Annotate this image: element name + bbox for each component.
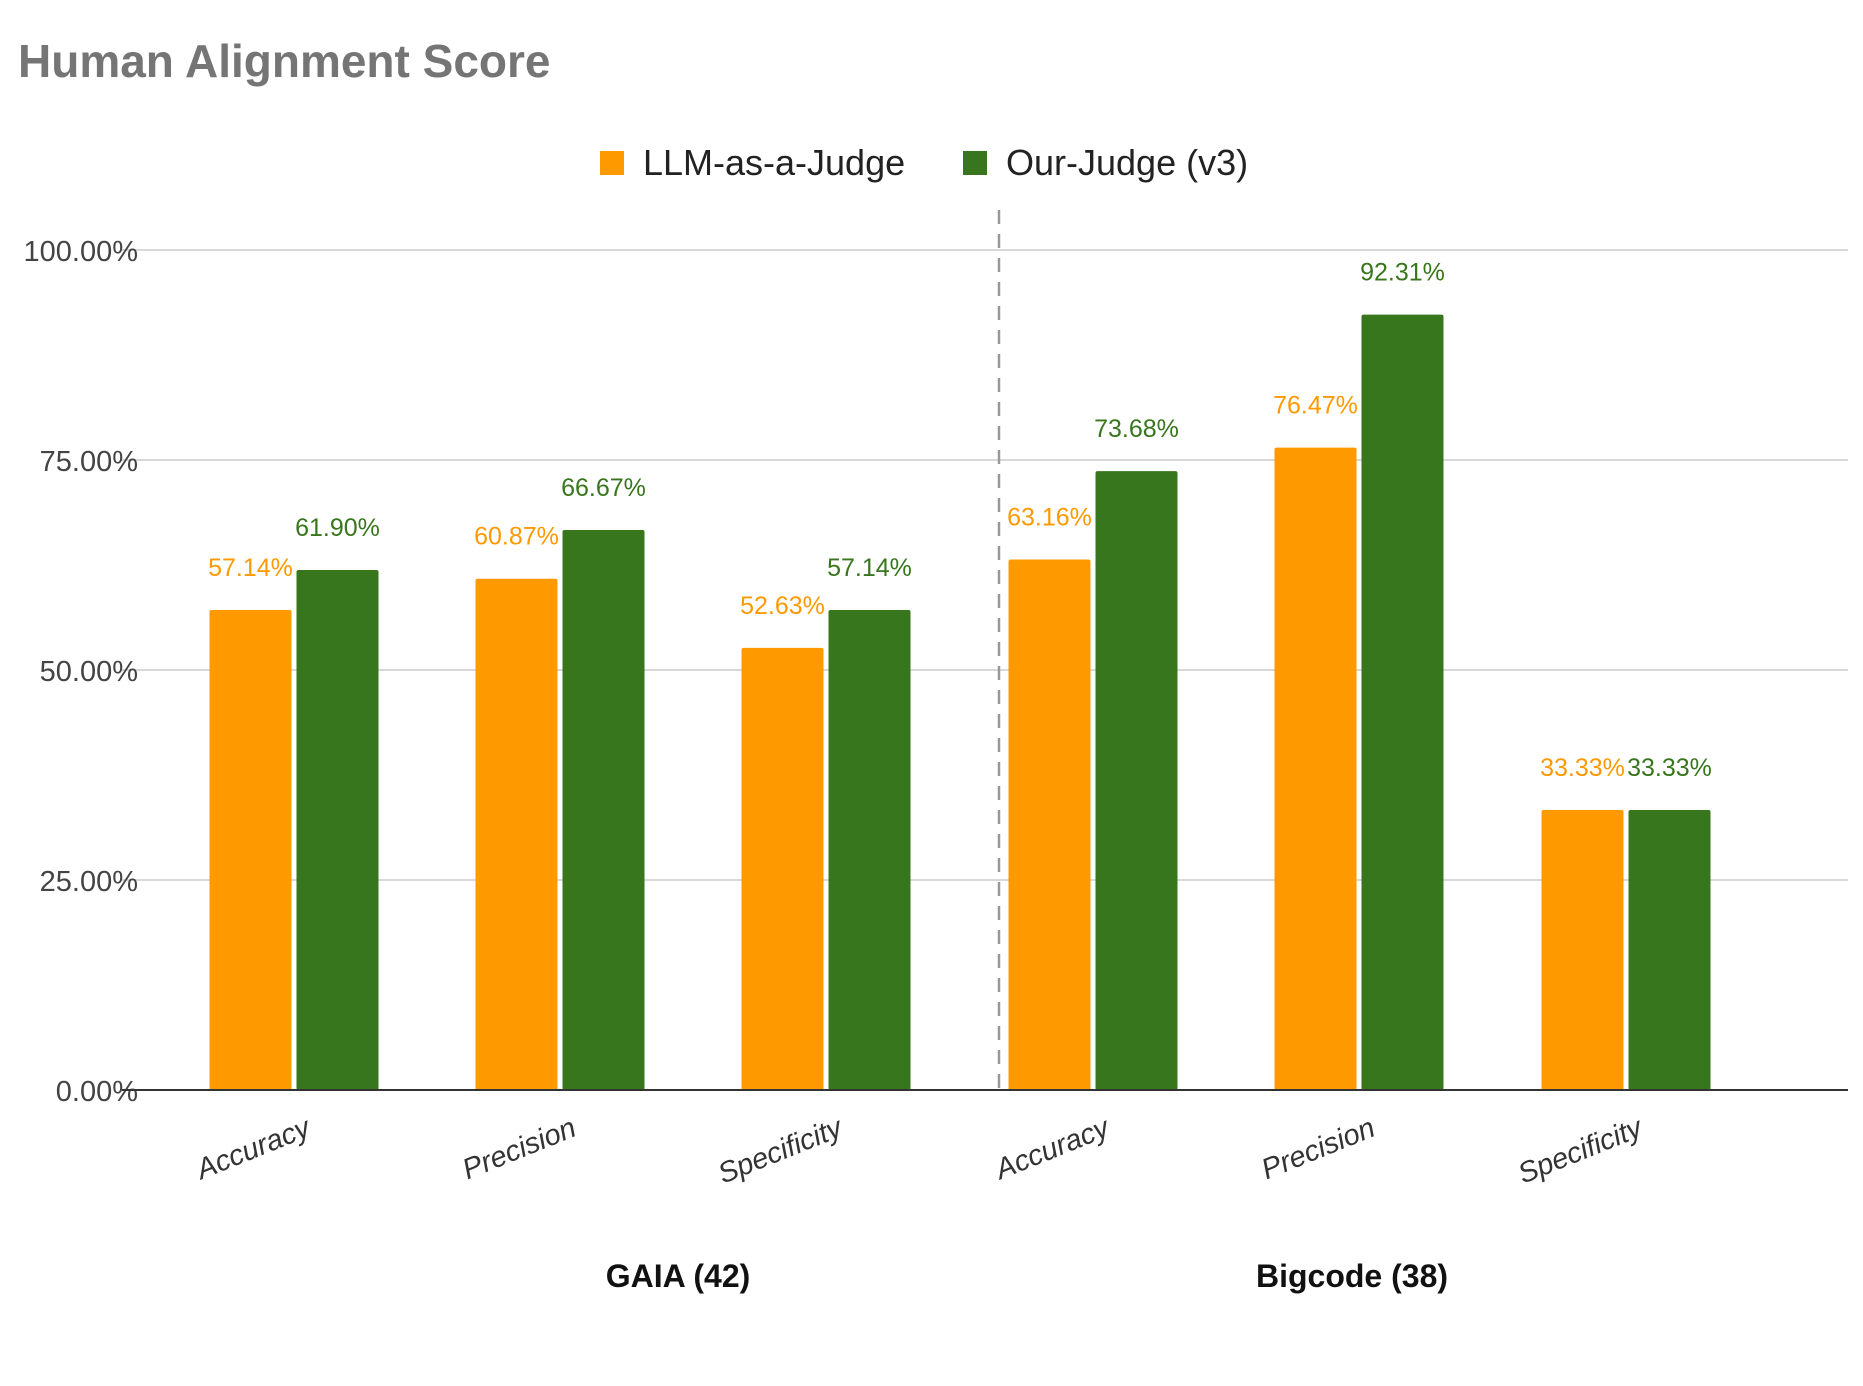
data-label: 60.87% bbox=[474, 523, 559, 551]
data-label: 66.67% bbox=[561, 474, 646, 502]
group-label-gaia-42: GAIA (42) bbox=[606, 1258, 751, 1294]
data-label: 52.63% bbox=[740, 592, 825, 620]
x-tick-label: Accuracy bbox=[989, 1111, 1115, 1187]
bar-our-judge-v3-precision bbox=[1361, 314, 1444, 1090]
legend-swatch-llm-as-a-judge bbox=[600, 151, 624, 175]
data-label: 61.90% bbox=[295, 514, 380, 542]
y-tick-label: 25.00% bbox=[40, 866, 138, 898]
bar-llm-as-a-judge-specificity bbox=[741, 647, 824, 1090]
bar-llm-as-a-judge-specificity bbox=[1541, 810, 1624, 1090]
x-tick-label: Precision bbox=[1257, 1112, 1380, 1186]
bar-our-judge-v3-specificity bbox=[1628, 810, 1711, 1090]
group-labels: GAIA (42) Bigcode (38) bbox=[606, 1258, 1448, 1294]
data-label: 92.31% bbox=[1360, 259, 1445, 287]
legend-label-our-judge: Our-Judge (v3) bbox=[1006, 142, 1248, 183]
data-labels: 57.14%61.90% 60.87%66.67%52.63%57.14%63.1… bbox=[208, 259, 1712, 782]
bar-our-judge-v3-accuracy bbox=[296, 570, 379, 1090]
data-label: 57.14% bbox=[827, 554, 912, 582]
data-label: 33.33% bbox=[1540, 754, 1625, 782]
gridlines bbox=[122, 249, 1848, 881]
y-tick-label: 100.00% bbox=[24, 236, 139, 268]
x-axis: Accuracy Precision Specificity Accuracy Prec… bbox=[190, 1111, 1648, 1190]
bars bbox=[209, 314, 1711, 1091]
x-tick-label: Specificity bbox=[1514, 1111, 1648, 1190]
data-label: 33.33% bbox=[1627, 754, 1712, 782]
data-label: 73.68% bbox=[1094, 415, 1179, 443]
x-tick-label: Specificity bbox=[714, 1111, 848, 1190]
y-tick-label: 0.00% bbox=[56, 1076, 138, 1108]
group-label-bigcode-38: Bigcode (38) bbox=[1256, 1258, 1448, 1294]
x-tick-label: Accuracy bbox=[190, 1111, 316, 1187]
bar-llm-as-a-judge-precision bbox=[1274, 447, 1357, 1091]
x-tick-label: Precision bbox=[458, 1112, 581, 1186]
legend-swatch-our-judge bbox=[963, 151, 987, 175]
bar-our-judge-v3-precision bbox=[562, 529, 645, 1090]
bar-llm-as-a-judge-precision bbox=[475, 578, 558, 1090]
legend: LLM-as-a-Judge Our-Judge (v3) bbox=[600, 142, 1248, 183]
y-axis: 0.00% 25.00% 50.00% 75.00% 100.00% bbox=[24, 236, 139, 1108]
y-tick-label: 75.00% bbox=[40, 446, 138, 478]
chart-title: Human Alignment Score bbox=[18, 35, 550, 87]
bar-our-judge-v3-specificity bbox=[828, 610, 911, 1090]
bar-llm-as-a-judge-accuracy bbox=[1008, 559, 1091, 1090]
bar-llm-as-a-judge-accuracy bbox=[209, 610, 292, 1090]
data-label: 63.16% bbox=[1007, 503, 1092, 531]
data-label: 57.14% bbox=[208, 554, 293, 582]
data-label: 76.47% bbox=[1273, 392, 1358, 420]
bar-our-judge-v3-accuracy bbox=[1095, 471, 1178, 1090]
legend-label-llm-as-a-judge: LLM-as-a-Judge bbox=[643, 142, 905, 183]
y-tick-label: 50.00% bbox=[40, 656, 138, 688]
